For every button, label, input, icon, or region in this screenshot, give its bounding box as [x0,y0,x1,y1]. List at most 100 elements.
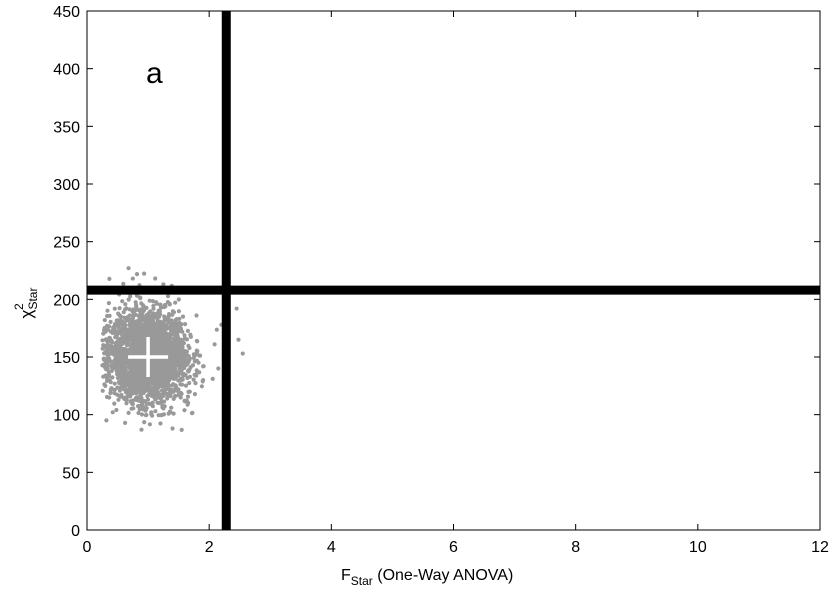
data-point [183,383,189,388]
data-point [112,387,117,392]
cluster-center-marker [128,337,169,377]
data-point [122,382,127,387]
data-point [151,367,156,372]
data-point [192,392,197,397]
data-point [150,299,155,304]
data-point [130,276,135,281]
data-point [142,381,147,386]
data-point [136,385,141,390]
data-point [179,339,185,344]
data-point [159,346,165,351]
axis-ticks: 0 2 4 6 8 10 12 0 50 100 150 200 250 300 350 400 450 [53,4,829,556]
data-point [127,373,132,378]
x-axis-title-main: F [341,567,351,584]
data-point [169,331,174,336]
data-point [156,329,161,334]
scatter-points [100,266,245,432]
data-point [158,421,163,426]
data-point [142,271,147,276]
data-point [119,385,124,390]
data-point [147,298,152,303]
data-point [165,376,171,381]
data-point [162,363,168,368]
data-point [147,383,152,388]
data-point [179,367,184,372]
data-point [178,376,183,382]
data-point [155,317,160,322]
data-point [170,340,175,345]
data-point [162,337,167,342]
data-point [166,392,171,397]
data-point [197,353,202,358]
data-point [110,351,115,356]
data-point [122,395,128,400]
data-point [143,321,148,327]
data-point [200,377,206,383]
data-point [139,412,145,417]
data-point [119,392,124,398]
data-point [148,309,153,314]
data-point [186,369,191,374]
data-point [121,281,126,286]
data-point [159,394,164,399]
data-point [175,327,180,332]
data-point [144,401,149,407]
data-point [236,337,241,342]
data-point [116,347,121,352]
data-point [136,325,141,330]
data-point [182,399,187,404]
data-point [112,306,117,311]
x-tick-label: 12 [811,539,829,556]
x-axis-title: FStar (One-Way ANOVA) [341,567,513,588]
data-point [187,345,192,351]
data-point [116,318,121,323]
data-point [126,297,131,302]
data-point [192,359,197,364]
data-point [176,297,181,302]
data-point [182,333,187,338]
data-point [159,369,164,374]
x-tick-label: 0 [83,539,92,556]
data-point [116,311,121,316]
data-point [122,315,127,320]
data-point [151,306,156,311]
data-point [176,309,181,314]
y-tick-label: 450 [53,4,80,21]
data-point [142,307,147,312]
data-point [134,361,139,366]
data-point [159,413,164,418]
data-point [173,386,178,391]
data-point [150,413,155,418]
data-point [149,410,154,415]
data-point [138,295,143,300]
data-point [126,381,131,386]
data-point [180,354,185,359]
data-point [170,426,175,431]
x-axis-title-rest: (One-Way ANOVA) [373,567,513,584]
data-point [124,328,129,333]
data-point [178,395,183,400]
data-point [123,302,128,307]
data-point [164,373,169,378]
data-point [131,339,136,344]
y-tick-label: 350 [53,119,80,136]
data-point [178,390,183,396]
data-point [156,308,161,313]
y-tick-label: 300 [53,177,80,194]
data-point [172,345,177,350]
y-axis-title-sup: 2 [12,303,26,310]
data-point [171,411,176,416]
data-point [140,374,145,379]
data-point [178,382,183,387]
data-point [124,306,129,311]
data-point [106,301,111,306]
data-point [126,390,131,396]
data-point [134,272,140,277]
data-point [148,379,153,384]
data-point [154,382,159,387]
data-point [162,326,167,331]
data-point [169,387,174,393]
data-point [149,370,154,375]
y-tick-label: 200 [53,292,80,309]
